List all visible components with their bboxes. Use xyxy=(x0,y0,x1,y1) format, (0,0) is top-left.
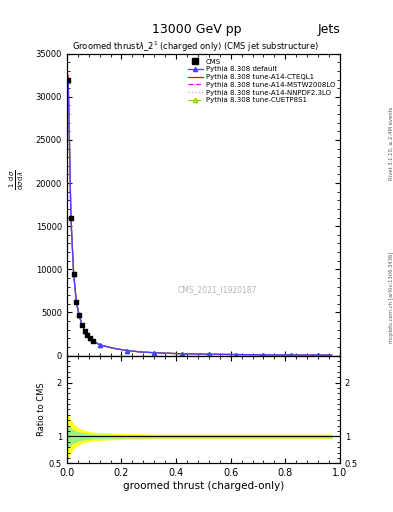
X-axis label: groomed thrust (charged-only): groomed thrust (charged-only) xyxy=(123,481,284,491)
Legend: CMS, Pythia 8.308 default, Pythia 8.308 tune-A14-CTEQL1, Pythia 8.308 tune-A14-M: CMS, Pythia 8.308 default, Pythia 8.308 … xyxy=(186,57,336,104)
Text: CMS_2021_I1920187: CMS_2021_I1920187 xyxy=(177,285,257,294)
Text: mcplots.cern.ch [arXiv:1306.3436]: mcplots.cern.ch [arXiv:1306.3436] xyxy=(389,251,393,343)
Text: Jets: Jets xyxy=(317,23,340,36)
Point xyxy=(79,321,85,329)
Point xyxy=(87,334,93,343)
Text: 13000 GeV pp: 13000 GeV pp xyxy=(152,23,241,36)
Text: Groomed thrust$\lambda\_2^1$ (charged only) (CMS jet substructure): Groomed thrust$\lambda\_2^1$ (charged on… xyxy=(72,39,319,54)
Point xyxy=(73,298,79,306)
Point xyxy=(81,327,88,335)
Point xyxy=(70,269,77,278)
Point xyxy=(65,76,71,84)
Point xyxy=(90,337,96,345)
Point xyxy=(68,214,74,222)
Point xyxy=(84,331,90,339)
Text: Rivet 3.1.10, ≥ 2.4M events: Rivet 3.1.10, ≥ 2.4M events xyxy=(389,106,393,180)
Y-axis label: Ratio to CMS: Ratio to CMS xyxy=(37,382,46,436)
Text: $\frac{1}{\mathrm{d}\sigma}\frac{\mathrm{d}\sigma}{\mathrm{d}\lambda}$: $\frac{1}{\mathrm{d}\sigma}\frac{\mathrm… xyxy=(8,169,26,189)
Point xyxy=(76,311,82,319)
